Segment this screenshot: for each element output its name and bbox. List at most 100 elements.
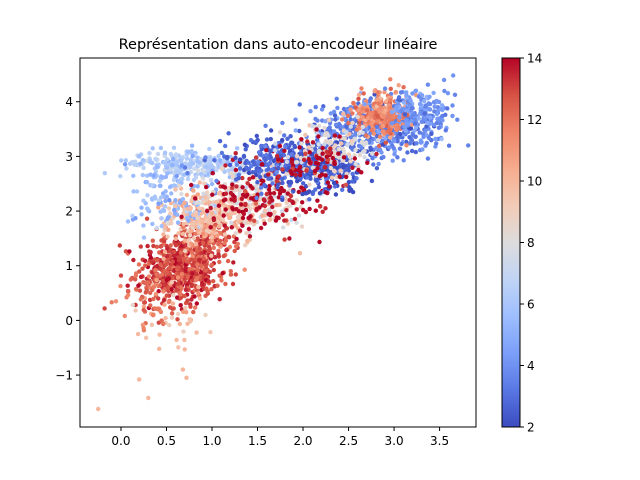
data-point bbox=[353, 105, 358, 110]
data-point bbox=[436, 125, 442, 130]
data-point bbox=[166, 299, 171, 305]
data-point bbox=[320, 209, 325, 214]
data-point bbox=[207, 217, 212, 222]
data-point bbox=[163, 225, 168, 230]
data-point bbox=[140, 172, 145, 178]
data-point bbox=[422, 99, 427, 104]
data-point bbox=[404, 108, 410, 113]
data-point bbox=[348, 124, 353, 129]
data-point bbox=[131, 257, 136, 263]
data-point bbox=[166, 227, 171, 232]
data-point bbox=[396, 83, 401, 88]
data-point bbox=[176, 265, 182, 270]
data-point bbox=[413, 149, 418, 155]
data-point bbox=[195, 184, 200, 189]
data-point bbox=[333, 117, 338, 122]
data-point bbox=[326, 118, 332, 123]
data-point bbox=[350, 120, 355, 126]
data-point bbox=[368, 145, 373, 150]
y-tick-label: 0 bbox=[65, 314, 73, 328]
data-point bbox=[264, 191, 269, 197]
data-point bbox=[427, 107, 433, 112]
data-point bbox=[289, 152, 294, 157]
data-point bbox=[183, 268, 188, 273]
data-point bbox=[199, 211, 204, 216]
data-point bbox=[234, 184, 239, 189]
data-point bbox=[282, 148, 287, 153]
data-point bbox=[203, 312, 208, 318]
data-point bbox=[409, 118, 414, 124]
data-point bbox=[158, 195, 164, 200]
data-point bbox=[134, 189, 140, 194]
data-point bbox=[381, 154, 386, 160]
data-point bbox=[189, 257, 194, 262]
data-point bbox=[221, 158, 227, 163]
data-point bbox=[332, 159, 337, 164]
data-point bbox=[210, 171, 215, 176]
data-point bbox=[198, 156, 204, 162]
data-point bbox=[375, 138, 381, 143]
data-point bbox=[175, 295, 180, 300]
data-point bbox=[294, 207, 299, 212]
data-point bbox=[171, 306, 176, 311]
data-point bbox=[411, 112, 416, 117]
data-point bbox=[167, 197, 172, 203]
data-point bbox=[145, 280, 151, 285]
data-point bbox=[344, 174, 349, 180]
data-point bbox=[118, 174, 123, 179]
data-point bbox=[217, 259, 222, 265]
data-point bbox=[118, 283, 123, 289]
data-point bbox=[247, 234, 253, 239]
data-point bbox=[450, 103, 455, 108]
data-point bbox=[228, 269, 233, 274]
y-tick-label: 3 bbox=[65, 150, 73, 164]
data-point bbox=[144, 288, 149, 293]
data-point bbox=[163, 315, 168, 321]
data-point bbox=[376, 101, 381, 106]
data-point bbox=[167, 322, 172, 328]
data-point bbox=[167, 266, 172, 271]
data-point bbox=[288, 134, 293, 139]
data-point bbox=[404, 90, 409, 95]
data-point bbox=[166, 276, 172, 281]
data-point bbox=[161, 289, 166, 294]
data-point bbox=[376, 161, 381, 167]
data-point bbox=[405, 150, 410, 155]
data-point bbox=[184, 192, 190, 198]
data-point bbox=[209, 177, 214, 183]
data-point bbox=[442, 88, 447, 94]
data-point bbox=[434, 98, 439, 104]
data-point bbox=[169, 287, 174, 292]
data-point bbox=[153, 291, 159, 297]
data-point bbox=[260, 213, 265, 218]
data-point bbox=[272, 148, 278, 153]
data-point bbox=[326, 133, 331, 138]
data-point bbox=[283, 196, 288, 201]
data-point bbox=[137, 154, 142, 159]
data-point bbox=[217, 297, 222, 302]
data-point bbox=[161, 256, 166, 261]
data-point bbox=[423, 128, 428, 133]
data-point bbox=[172, 211, 178, 216]
data-point bbox=[220, 271, 225, 276]
data-point bbox=[335, 105, 340, 111]
data-point bbox=[303, 209, 309, 215]
data-point bbox=[277, 130, 283, 135]
data-point bbox=[209, 287, 214, 292]
data-point bbox=[259, 185, 264, 190]
data-point bbox=[331, 109, 337, 115]
data-point bbox=[180, 367, 186, 372]
data-point bbox=[408, 98, 413, 103]
data-point bbox=[159, 243, 164, 249]
data-point bbox=[239, 196, 245, 201]
colorbar-axis: 2 4 6 8 10 12 14 bbox=[520, 52, 542, 435]
data-point bbox=[170, 301, 176, 306]
data-point bbox=[144, 216, 150, 221]
data-point bbox=[349, 146, 355, 151]
data-point bbox=[307, 182, 312, 187]
data-point bbox=[264, 137, 270, 142]
data-point bbox=[179, 285, 184, 291]
data-point bbox=[374, 124, 380, 130]
data-point bbox=[407, 135, 412, 140]
data-point bbox=[219, 278, 224, 283]
